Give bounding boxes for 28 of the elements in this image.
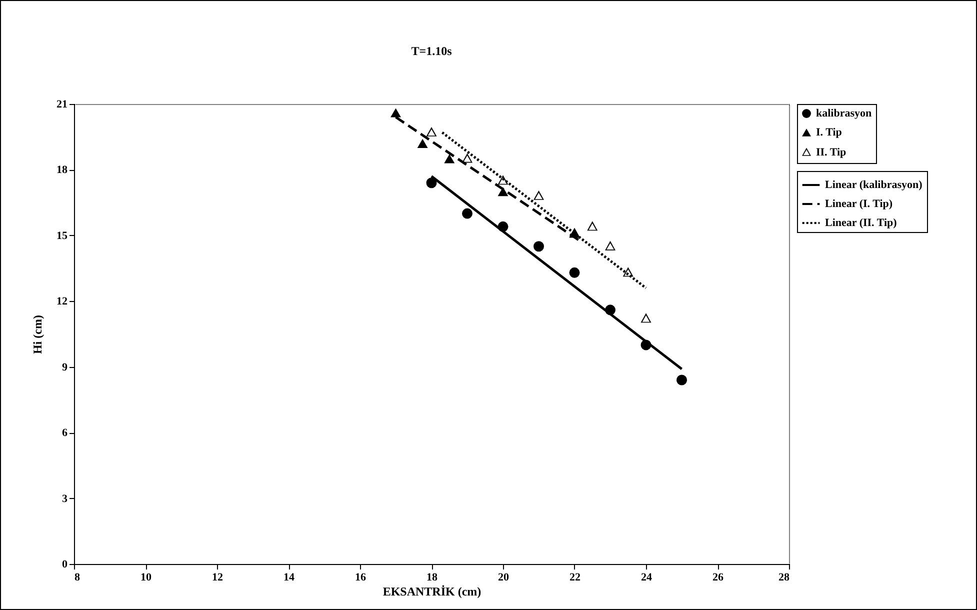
y-tick-label: 3 — [62, 492, 68, 505]
x-tick-label: 20 — [498, 572, 510, 584]
legend-label: Linear (kalibrasyon) — [825, 179, 923, 191]
x-tick-label: 10 — [140, 572, 152, 584]
legend-label: Linear (II. Tip) — [825, 217, 898, 229]
x-tick-label: 18 — [426, 572, 438, 584]
chart-title: T=1.10s — [411, 44, 452, 58]
x-tick-label: 16 — [355, 572, 366, 584]
legend-label: Linear (I. Tip) — [825, 198, 893, 210]
y-tick-label: 15 — [56, 230, 68, 242]
x-axis-title: EKSANTRİK (cm) — [382, 584, 482, 598]
legend-label: kalibrasyon — [816, 108, 872, 120]
y-tick-label: 18 — [56, 164, 68, 176]
x-tick-label: 12 — [212, 572, 224, 584]
x-tick-label: 22 — [570, 572, 581, 584]
x-tick-label: 24 — [641, 572, 652, 584]
y-axis-title: Hi (cm) — [30, 315, 44, 354]
legend-label: II. Tip — [816, 146, 846, 158]
y-tick-label: 21 — [56, 98, 68, 110]
x-tick-label: 26 — [712, 572, 724, 584]
y-tick-label: 9 — [62, 361, 68, 374]
y-tick-label: 0 — [62, 558, 68, 570]
y-tick-label: 12 — [56, 296, 68, 308]
y-tick-label: 6 — [62, 427, 68, 440]
x-tick-label: 14 — [284, 572, 295, 584]
x-tick-label: 8 — [74, 572, 80, 584]
legend-label: I. Tip — [816, 126, 842, 138]
x-tick-label: 28 — [778, 572, 790, 584]
